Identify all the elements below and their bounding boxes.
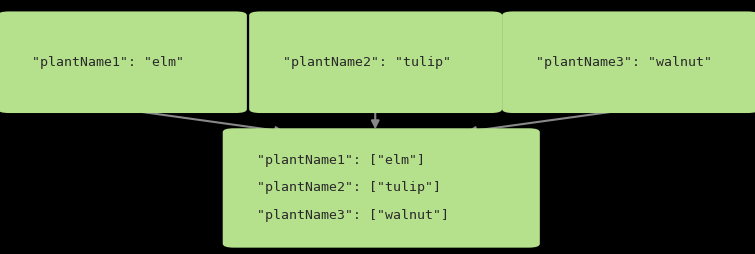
FancyBboxPatch shape — [502, 11, 755, 113]
Text: "plantName1": "elm": "plantName1": "elm" — [32, 56, 183, 69]
Text: "plantName2": ["tulip"]: "plantName2": ["tulip"] — [257, 181, 441, 195]
Text: "plantName3": ["walnut"]: "plantName3": ["walnut"] — [257, 209, 448, 223]
Text: "plantName3": "walnut": "plantName3": "walnut" — [536, 56, 712, 69]
FancyBboxPatch shape — [223, 128, 540, 248]
Text: "plantName1": ["elm"]: "plantName1": ["elm"] — [257, 153, 425, 167]
Text: "plantName2": "tulip": "plantName2": "tulip" — [283, 56, 451, 69]
FancyBboxPatch shape — [249, 11, 502, 113]
FancyBboxPatch shape — [0, 11, 247, 113]
